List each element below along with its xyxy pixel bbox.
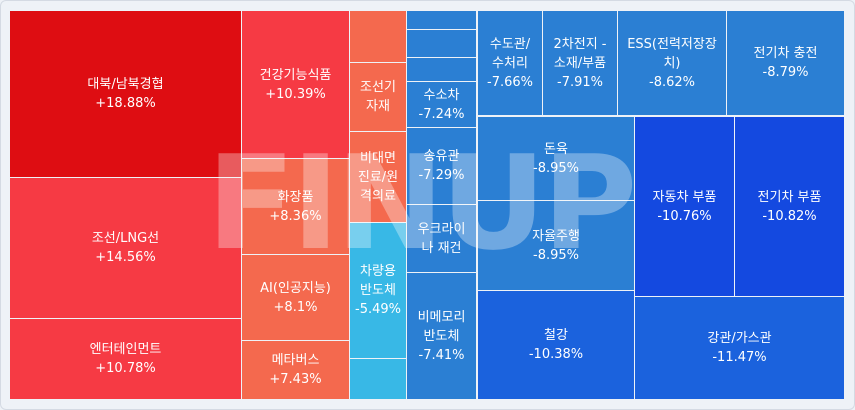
tile-change: -10.82%: [762, 208, 817, 224]
treemap-tile[interactable]: ESS(전력저장장 치) -8.62%: [618, 11, 726, 115]
treemap-tile[interactable]: 자율주행 -8.95%: [478, 201, 634, 290]
tile-change: +8.1%: [273, 299, 318, 315]
tile-change: -7.24%: [418, 106, 465, 122]
tile-change: -11.47%: [712, 350, 767, 365]
treemap-tile[interactable]: 화장품 +8.36%: [242, 159, 349, 254]
treemap-tile[interactable]: 메타버스 +7.43%: [242, 341, 349, 399]
treemap-tile[interactable]: 전기차 충전 -8.79%: [727, 11, 844, 115]
tile-change: +8.36%: [269, 208, 322, 224]
treemap-tile[interactable]: 조선기 자재: [350, 63, 406, 131]
tile-change: -7.41%: [418, 347, 465, 363]
tile-label: 대북/남북경협: [87, 77, 164, 92]
tile-label: 비메모리 반도체: [417, 309, 466, 344]
tile-label: 송유관: [423, 149, 460, 164]
tile-change: -8.95%: [533, 160, 579, 176]
treemap-tile[interactable]: [350, 359, 406, 399]
tile-change: -10.38%: [528, 347, 584, 362]
tile-change: -8.62%: [649, 74, 695, 90]
treemap-tile[interactable]: 전기차 부품 -10.82%: [735, 117, 844, 296]
tile-label: 수도관/ 수처리: [489, 36, 531, 71]
tile-label: 2차전지 - 소재/부품: [553, 36, 607, 71]
treemap-tile[interactable]: [407, 58, 476, 81]
tile-label: 전기차 충전: [753, 46, 818, 61]
tile-label: 철강: [544, 328, 568, 343]
treemap-tile[interactable]: 수소차 -7.24%: [407, 82, 476, 127]
treemap-tile[interactable]: 철강 -10.38%: [478, 291, 634, 399]
tile-change: -7.91%: [557, 74, 603, 90]
tile-change: +18.88%: [95, 96, 156, 111]
treemap-tile[interactable]: 2차전지 - 소재/부품 -7.91%: [543, 11, 617, 115]
treemap-tile[interactable]: 조선/LNG선 +14.56%: [10, 178, 241, 318]
treemap-tile[interactable]: 엔터테인먼트 +10.78%: [10, 319, 241, 399]
treemap-tile[interactable]: 돈육 -8.95%: [478, 117, 634, 200]
tile-label: 수소차: [423, 87, 460, 103]
tile-label: 조선기 자재: [360, 80, 396, 114]
treemap-tile[interactable]: 자동차 부품 -10.76%: [635, 117, 734, 296]
tile-label: 전기차 부품: [757, 189, 822, 205]
tile-label: ESS(전력저장장 치): [627, 36, 717, 71]
treemap-tile[interactable]: 비메모리 반도체 -7.41%: [407, 273, 476, 399]
treemap-tile[interactable]: 비대면 진료/원 격의료: [350, 132, 406, 222]
tile-change: -8.79%: [762, 65, 809, 80]
tile-label: 조선/LNG선: [91, 231, 160, 246]
tile-label: 우크라이 나 재건: [417, 221, 466, 256]
tile-label: 엔터테인먼트: [89, 342, 162, 357]
treemap-tile[interactable]: 건강기능식품 +10.39%: [242, 11, 349, 158]
treemap-tile[interactable]: 수도관/ 수처리 -7.66%: [478, 11, 542, 115]
treemap-tile[interactable]: 강관/가스관 -11.47%: [635, 297, 844, 399]
tile-label: 비대면 진료/원 격의료: [357, 150, 399, 204]
tile-label: 자동차 부품: [652, 189, 717, 205]
treemap-tile[interactable]: AI(인공지능) +8.1%: [242, 255, 349, 340]
tile-label: AI(인공지능): [260, 280, 331, 296]
tile-change: -7.66%: [487, 74, 533, 90]
tile-label: 화장품: [277, 189, 314, 205]
tile-change: -5.49%: [355, 302, 401, 317]
tile-change: +10.78%: [95, 361, 156, 376]
tile-label: 메타버스: [271, 353, 320, 368]
tile-change: -10.76%: [657, 208, 712, 224]
tile-change: -8.95%: [533, 247, 579, 263]
tile-label: 자율주행: [532, 228, 580, 244]
tile-change: -7.29%: [418, 168, 465, 183]
treemap-tile[interactable]: 우크라이 나 재건: [407, 205, 476, 272]
treemap-tile[interactable]: [350, 11, 406, 62]
tile-change: +7.43%: [269, 372, 322, 387]
treemap-tile[interactable]: [407, 11, 476, 29]
treemap-tile[interactable]: [407, 30, 476, 57]
treemap-tile[interactable]: 대북/남북경협 +18.88%: [10, 11, 241, 177]
tile-label: 차량용 반도체: [360, 264, 396, 298]
tile-label: 강관/가스관: [707, 331, 772, 346]
tile-label: 건강기능식품: [259, 67, 332, 83]
treemap-tile[interactable]: 차량용 반도체 -5.49%: [350, 223, 406, 358]
tile-change: +14.56%: [95, 250, 156, 265]
tile-label: 돈육: [544, 141, 568, 157]
treemap-tile[interactable]: 송유관 -7.29%: [407, 128, 476, 204]
tile-change: +10.39%: [265, 86, 326, 102]
